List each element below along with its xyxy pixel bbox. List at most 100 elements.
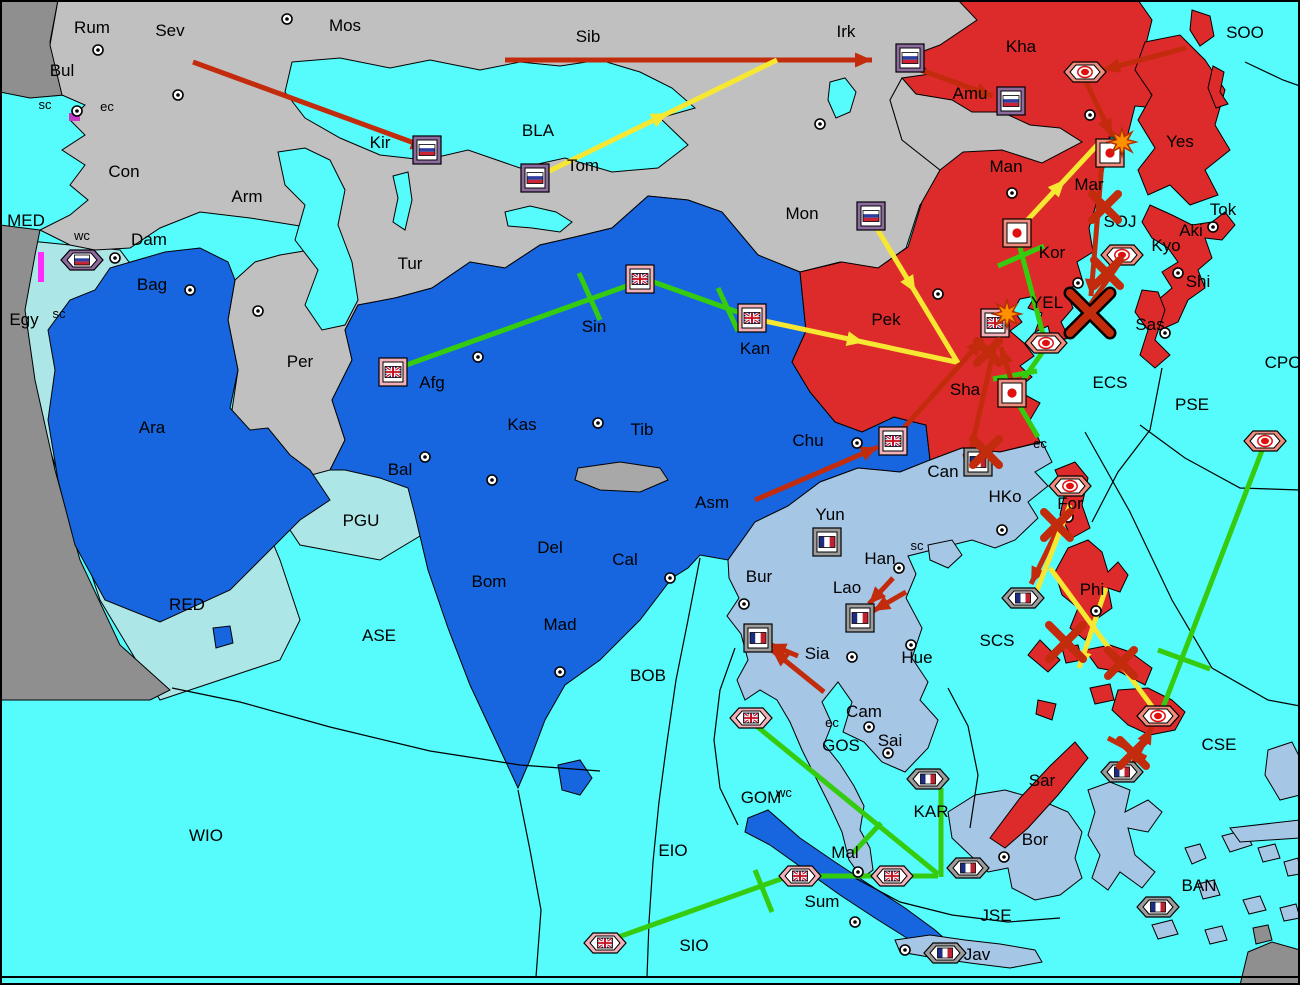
unit-japan-fleet[interactable] (1243, 430, 1287, 452)
landmass-indochina[interactable] (726, 441, 1053, 879)
sea-label: GOS (822, 736, 860, 755)
unit-russia-army[interactable] (895, 43, 925, 73)
unit-england-fleet[interactable] (870, 865, 914, 887)
island-kyushu[interactable] (1134, 289, 1171, 369)
province-label: Mon (785, 204, 818, 223)
unit-france-fleet[interactable] (1136, 896, 1180, 918)
province-label: Chu (792, 431, 823, 450)
islet-okhotsk[interactable] (1189, 9, 1215, 47)
province-label: Sib (576, 27, 601, 46)
island-java[interactable] (894, 934, 1043, 969)
support-cut-mark (992, 368, 1038, 382)
province-label: Han (864, 549, 895, 568)
unit-england-fleet[interactable] (583, 932, 627, 954)
province-label: Sum (805, 892, 840, 911)
unit-russia-army[interactable] (520, 163, 550, 193)
island-honshu[interactable] (1141, 204, 1236, 331)
landmass-arabia[interactable] (47, 247, 331, 623)
support-line (397, 280, 636, 371)
supply-center (1084, 109, 1096, 121)
unit-england-army[interactable] (737, 303, 767, 333)
failed-order-cross (1104, 646, 1138, 680)
province-label: Bag (137, 275, 167, 294)
sea-label: RED (169, 595, 205, 614)
order-arrow-red (754, 444, 879, 503)
coast-label: wc (73, 228, 90, 243)
failed-order-cross (969, 435, 1003, 469)
province-label: Phi (1080, 580, 1105, 599)
island-celebes[interactable] (1087, 781, 1163, 891)
supply-center (252, 305, 264, 317)
support-line (1159, 447, 1266, 711)
province-label: Hue (901, 648, 932, 667)
unit-france-fleet[interactable] (1100, 761, 1144, 783)
province-label: For (1057, 494, 1083, 513)
supply-center (1006, 187, 1018, 199)
suez-canal-marker (38, 252, 44, 282)
coast-label: ec (1033, 436, 1047, 451)
unit-japan-fleet[interactable] (1024, 332, 1068, 354)
supply-center (486, 474, 498, 486)
order-arrow-red (871, 589, 908, 614)
unit-england-fleet[interactable] (729, 707, 773, 729)
order-arrow-red (867, 576, 895, 606)
unit-france-fleet[interactable] (906, 768, 950, 790)
province-label: Mos (329, 16, 361, 35)
unit-russia-fleet[interactable] (60, 249, 104, 271)
sea-label: PSE (1175, 395, 1209, 414)
supply-center (419, 451, 431, 463)
region-sarawak[interactable] (989, 741, 1089, 849)
province-label: Sar (1029, 771, 1056, 790)
unit-japan-fleet[interactable] (1063, 61, 1107, 83)
sea-label: SOO (1226, 23, 1264, 42)
offmap-islet[interactable] (1252, 924, 1273, 945)
islands-banda[interactable] (1151, 741, 1300, 945)
support-cut-mark (576, 271, 603, 322)
unit-japan-fleet[interactable] (1048, 475, 1092, 497)
sea-label: EIO (658, 841, 687, 860)
unit-russia-army[interactable] (996, 86, 1026, 116)
supply-center (554, 666, 566, 678)
province-label: Mar (1074, 175, 1104, 194)
unit-japan-army[interactable] (997, 378, 1027, 408)
province-label: Sev (155, 21, 185, 40)
landmass-australia-corner[interactable] (1239, 941, 1300, 985)
unit-russia-army[interactable] (856, 201, 886, 231)
unit-england-army[interactable] (378, 357, 408, 387)
unit-japan-fleet[interactable] (1136, 705, 1180, 727)
lakes (277, 57, 857, 331)
unit-england-army[interactable] (878, 426, 908, 456)
island-red-sea[interactable] (212, 625, 234, 649)
failed-order-cross (1063, 286, 1117, 340)
province-label: Yes (1166, 132, 1194, 151)
unit-france-fleet[interactable] (946, 857, 990, 879)
labels-layer: MEDBLASOOYELSOJECSPSECPOPGUREDASEWIOBOBE… (7, 16, 1300, 964)
sea-label: SCS (980, 631, 1015, 650)
province-label: Tok (1210, 200, 1237, 219)
province-label: Can (927, 462, 958, 481)
island-kuril[interactable] (1207, 65, 1229, 109)
region-amu[interactable] (889, 77, 1083, 171)
bosphorus-canal-marker (69, 113, 80, 121)
province-label: Tib (631, 420, 654, 439)
province-label: Irk (837, 22, 856, 41)
unit-japan-army[interactable] (1002, 218, 1032, 248)
province-label: HKo (988, 487, 1021, 506)
unit-france-army[interactable] (743, 623, 773, 653)
sea-label: JSE (980, 906, 1011, 925)
island-hainan[interactable] (927, 539, 963, 569)
unit-france-fleet[interactable] (923, 942, 967, 964)
unit-france-army[interactable] (812, 527, 842, 557)
unit-france-fleet[interactable] (1001, 587, 1045, 609)
support-line (609, 871, 796, 943)
unit-france-army[interactable] (845, 603, 875, 633)
supply-center (1172, 267, 1184, 279)
supply-center (905, 639, 917, 651)
unit-england-army[interactable] (625, 264, 655, 294)
province-label: Bor (1022, 830, 1049, 849)
sea-label: ASE (362, 626, 396, 645)
unit-england-fleet[interactable] (778, 865, 822, 887)
unit-russia-army[interactable] (412, 135, 442, 165)
